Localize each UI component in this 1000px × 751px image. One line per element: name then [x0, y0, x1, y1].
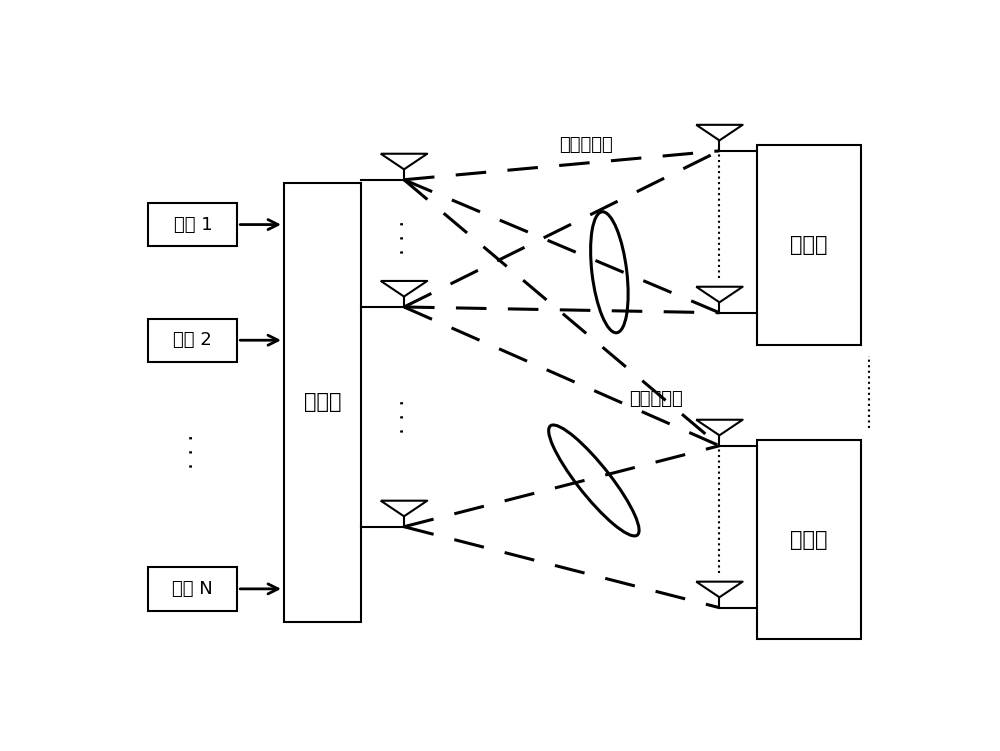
Text: 数据 2: 数据 2	[173, 331, 212, 349]
Text: 接收端: 接收端	[790, 235, 828, 255]
Text: 接收端: 接收端	[790, 529, 828, 550]
Bar	[148, 318, 237, 362]
Text: 数据 1: 数据 1	[174, 216, 212, 234]
Text: 数据 N: 数据 N	[172, 580, 213, 598]
Bar	[148, 567, 237, 611]
Text: · · ·: · · ·	[183, 434, 203, 469]
Text: · · ·: · · ·	[394, 220, 414, 255]
Text: 多天线信道: 多天线信道	[559, 136, 613, 154]
Text: · · ·: · · ·	[394, 400, 414, 435]
Bar	[757, 145, 861, 345]
Bar	[148, 203, 237, 246]
Text: 发射端: 发射端	[304, 392, 341, 412]
Bar	[757, 440, 861, 640]
Text: 多天线信道: 多天线信道	[629, 391, 683, 409]
Bar	[284, 182, 361, 622]
